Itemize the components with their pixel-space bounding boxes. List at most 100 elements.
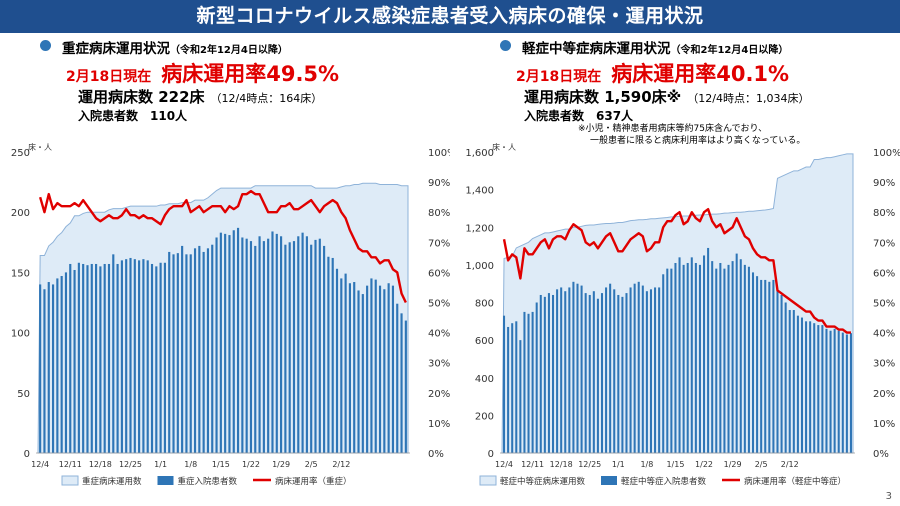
y2-tick-label: 60% [428, 268, 450, 279]
bar-patients [735, 253, 738, 453]
bar-patients [694, 262, 697, 453]
severe-beds-prev: （12/4時点：164床） [210, 92, 323, 105]
mild-note-line1: ※小児・精神患者用病床等約75床含んでおり、 [578, 124, 768, 134]
bar-patients [698, 264, 701, 453]
x-tick-label: 12/4 [31, 460, 49, 469]
bar-patients [56, 278, 59, 453]
bar-patients [621, 296, 624, 453]
bar-patients [523, 311, 526, 453]
bar-patients [103, 263, 106, 453]
bar-patients [772, 279, 775, 453]
bar-patients [181, 245, 184, 453]
bar-patients [780, 294, 783, 453]
bar-patients [588, 294, 591, 453]
x-tick-label: 2/12 [781, 460, 799, 469]
bar-patients [357, 290, 360, 453]
bar-patients [348, 283, 351, 453]
bar-patients [142, 259, 145, 453]
bar-patients [764, 279, 767, 453]
mild-beds-prev: （12/4時点：1,034床） [687, 92, 810, 105]
bar-patients [564, 291, 567, 453]
bar-patients [551, 294, 555, 453]
y-tick-label: 0 [488, 449, 494, 460]
bar-patients [796, 315, 799, 453]
bar-patients [404, 320, 407, 453]
severe-heading-sub: （令和2年12月4日以降） [170, 45, 288, 56]
bar-patients [107, 263, 111, 453]
bar-patients [556, 289, 559, 453]
mild-patients: 入院患者数 637人 [524, 109, 634, 123]
y-tick-label: 1,000 [465, 261, 494, 272]
bar-patients [678, 257, 681, 453]
bar-patients [686, 262, 689, 453]
bar-patients [543, 296, 546, 453]
y-tick-label: 800 [475, 299, 494, 310]
bar-patients [560, 287, 563, 453]
y-tick-label: 1,200 [465, 223, 494, 234]
bar-patients [211, 244, 214, 453]
bar-patients [739, 259, 742, 453]
bar-patients [374, 279, 377, 453]
bar-patients [784, 302, 787, 453]
bar-patients [519, 340, 522, 453]
area-operating-beds [37, 182, 409, 454]
bar-patients [129, 257, 132, 453]
bar-patients [301, 232, 304, 453]
bar-patients [297, 236, 300, 453]
bar-patients [670, 268, 673, 453]
legend-label-area: 軽症中等症病床運用数 [500, 476, 586, 487]
mild-heading-text: 軽症中等症病床運用状況 [522, 41, 671, 57]
bar-patients [370, 278, 373, 453]
x-tick-label: 1/15 [666, 460, 684, 469]
bar-patients [43, 289, 46, 453]
section-bullet-severe [40, 40, 51, 51]
bar-patients [138, 260, 141, 453]
bar-patients [751, 272, 755, 453]
bar-patients [82, 263, 85, 453]
bar-patients [193, 248, 197, 453]
bar-patients [241, 237, 244, 453]
bar-patients [150, 263, 154, 453]
bar-patients [825, 328, 828, 453]
bar-patients [340, 278, 343, 453]
x-tick-label: 1/22 [242, 460, 260, 469]
severe-as-of-line: 2月18日現在 病床運用率49.5% [66, 58, 339, 88]
severe-chart: 床・人 0 50 100 150 200 250 0% 10% 20% 30% 40% 50% 60% 70… [11, 142, 450, 487]
mild-as-of-line: 2月18日現在 病床運用率40.1% [516, 58, 789, 88]
bar-patients [331, 257, 334, 453]
bar-patients [613, 289, 616, 453]
severe-beds-line: 運用病床数 222床 （12/4時点：164床） [78, 86, 322, 107]
mild-heading-sub: （令和2年12月4日以降） [670, 45, 789, 56]
bar-patients [662, 274, 665, 453]
bar-patients [568, 287, 571, 453]
bar-patients [271, 231, 274, 453]
x-tick-label: 2/12 [332, 460, 350, 469]
bar-patients [258, 236, 261, 453]
y-tick-label: 200 [11, 208, 30, 219]
y2-tick-label: 30% [873, 359, 895, 370]
bar-patients [95, 263, 98, 453]
bar-patients [366, 285, 369, 453]
bar-patients [327, 256, 330, 453]
bar-patients [531, 311, 534, 453]
bar-patients [747, 266, 750, 453]
bar-patients [511, 323, 514, 453]
area-operating-beds [501, 153, 854, 454]
bar-patients [249, 241, 253, 453]
y2-tick-label: 20% [428, 389, 450, 400]
bar-patients [232, 230, 235, 453]
bar-patients [323, 245, 326, 453]
bar-patients [168, 251, 171, 453]
bar-patients [805, 321, 808, 453]
y2-tick-label: 80% [873, 208, 895, 219]
x-tick-label: 1/8 [640, 460, 653, 469]
bar-patients [515, 321, 518, 453]
bar-patients [833, 328, 836, 453]
y2-tick-label: 60% [873, 268, 895, 279]
bar-patients [788, 310, 791, 453]
bar-patients [69, 263, 72, 453]
bar-patients [719, 262, 722, 453]
y-tick-label: 0 [24, 449, 30, 460]
bar-patients [841, 332, 844, 453]
bar-patients [503, 315, 506, 453]
